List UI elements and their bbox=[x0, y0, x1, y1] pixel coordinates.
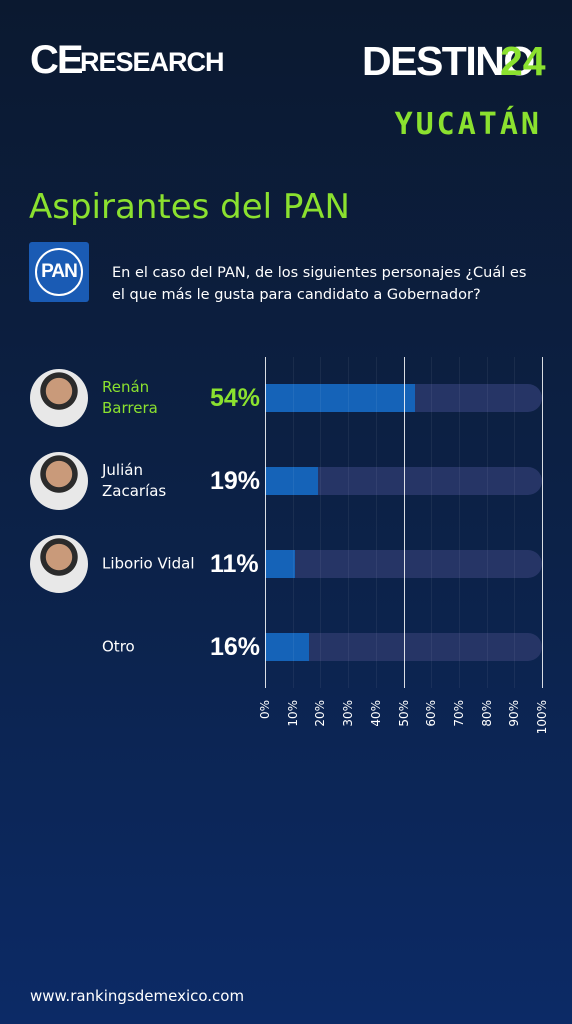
value-label: 54% bbox=[210, 384, 261, 412]
x-tick-label: 80% bbox=[479, 700, 494, 727]
campaign: DESTINO bbox=[362, 38, 535, 84]
x-tick-label: 20% bbox=[313, 700, 328, 727]
grid-line bbox=[320, 357, 322, 688]
campaign-number: 24 bbox=[500, 38, 546, 84]
grid-line bbox=[458, 357, 460, 688]
x-tick-label: 40% bbox=[368, 700, 383, 727]
category-label: Otro bbox=[102, 637, 135, 656]
x-tick-label: 10% bbox=[285, 700, 300, 727]
bar bbox=[265, 633, 310, 661]
chart-title: Aspirantes del PAN bbox=[29, 187, 350, 227]
brand: CE bbox=[30, 38, 84, 82]
value-label: 16% bbox=[210, 633, 261, 661]
x-tick-label: 60% bbox=[424, 700, 439, 727]
brand-sub: RESEARCH bbox=[80, 47, 225, 77]
question: En el caso del PAN, de los siguientes pe… bbox=[112, 265, 527, 303]
category-label: Julián Zacarías bbox=[102, 461, 167, 500]
x-tick-label: 0% bbox=[258, 700, 272, 720]
grid-line bbox=[514, 357, 516, 688]
bar bbox=[265, 467, 318, 495]
grid-line bbox=[265, 357, 266, 688]
bar bbox=[265, 384, 415, 412]
grid-line bbox=[375, 357, 377, 688]
grid-line bbox=[431, 357, 433, 688]
x-tick-label: 70% bbox=[451, 700, 466, 727]
grid-line bbox=[403, 357, 405, 688]
category-label: Renán Barrera bbox=[102, 378, 158, 417]
candidate-photo bbox=[30, 369, 88, 427]
grid-line bbox=[542, 357, 543, 688]
grid-line bbox=[486, 357, 488, 688]
party-logo: PAN bbox=[35, 248, 83, 296]
category-label: Liborio Vidal bbox=[102, 554, 195, 573]
bar bbox=[265, 550, 296, 578]
x-tick-label: 90% bbox=[507, 700, 522, 727]
candidate-photo bbox=[30, 452, 88, 510]
value-label: 19% bbox=[210, 467, 261, 495]
candidate-photo bbox=[30, 535, 88, 593]
x-tick-label: 100% bbox=[535, 700, 549, 735]
grid-line bbox=[292, 357, 294, 688]
region: YUCATÁN bbox=[394, 107, 542, 142]
x-tick-label: 50% bbox=[396, 700, 411, 727]
grid-line bbox=[348, 357, 350, 688]
footer-url: www.rankingsdemexico.com bbox=[30, 987, 245, 1005]
x-tick-label: 30% bbox=[341, 700, 356, 727]
value-label: 11% bbox=[210, 550, 259, 578]
